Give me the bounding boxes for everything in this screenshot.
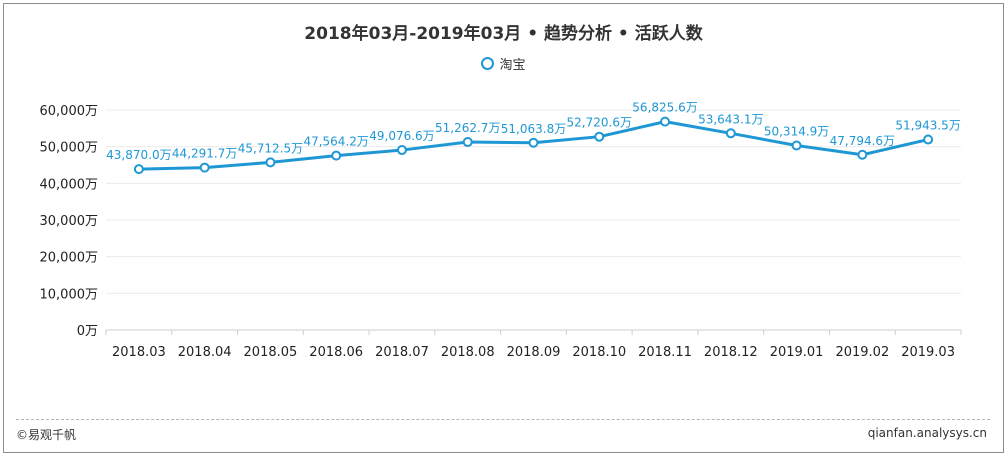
data-label: 44,291.7万 xyxy=(172,147,237,161)
y-tick-label: 60,000万 xyxy=(40,104,99,119)
data-point xyxy=(791,140,802,151)
data-point xyxy=(660,116,671,127)
data-label: 51,943.5万 xyxy=(895,119,960,133)
data-label: 52,720.6万 xyxy=(567,116,632,130)
data-point xyxy=(396,145,407,156)
data-label: 50,314.9万 xyxy=(764,125,829,139)
footer-url[interactable]: qianfan.analysys.cn xyxy=(867,426,987,440)
x-tick-label: 2018.07 xyxy=(375,345,429,360)
y-tick-label: 20,000万 xyxy=(40,251,99,266)
footer-divider xyxy=(16,419,990,420)
y-tick-label: 40,000万 xyxy=(40,177,99,192)
y-tick-label: 0万 xyxy=(77,324,98,339)
legend-marker-icon xyxy=(481,57,495,70)
x-tick-label: 2018.08 xyxy=(441,345,495,360)
x-tick-label: 2018.10 xyxy=(572,345,626,360)
data-label: 51,262.7万 xyxy=(435,121,500,135)
x-tick-label: 2019.02 xyxy=(835,345,889,360)
data-label: 51,063.8万 xyxy=(501,122,566,136)
data-point xyxy=(462,137,473,148)
data-label: 47,564.2万 xyxy=(303,135,368,149)
data-label: 49,076.6万 xyxy=(369,129,434,143)
legend-label: 淘宝 xyxy=(499,58,526,73)
x-tick-label: 2018.09 xyxy=(507,345,561,360)
x-tick-label: 2018.03 xyxy=(112,345,166,360)
x-tick-label: 2018.05 xyxy=(244,345,298,360)
data-label: 47,794.6万 xyxy=(830,134,895,148)
x-tick-label: 2019.01 xyxy=(770,345,824,360)
x-tick-label: 2018.04 xyxy=(178,345,232,360)
x-tick-label: 2018.12 xyxy=(704,345,758,360)
data-point xyxy=(528,137,539,148)
data-point xyxy=(331,150,342,161)
x-tick-label: 2019.03 xyxy=(901,345,955,360)
y-tick-label: 50,000万 xyxy=(40,141,99,156)
data-point xyxy=(199,162,210,173)
legend[interactable]: 淘宝 xyxy=(0,54,1007,73)
data-label: 53,643.1万 xyxy=(698,112,763,126)
x-tick-label: 2018.11 xyxy=(638,345,692,360)
data-point xyxy=(265,157,276,168)
chart-frame xyxy=(3,3,1004,453)
chart-title: 2018年03月-2019年03月 • 趋势分析 • 活跃人数 xyxy=(304,24,703,44)
data-label: 45,712.5万 xyxy=(238,141,303,155)
data-point xyxy=(133,164,144,175)
data-point xyxy=(923,134,934,145)
data-label: 56,825.6万 xyxy=(632,101,697,115)
data-point xyxy=(857,149,868,160)
data-label: 43,870.0万 xyxy=(106,148,171,162)
data-point xyxy=(725,128,736,139)
data-point xyxy=(594,131,605,142)
y-tick-label: 30,000万 xyxy=(40,214,99,229)
x-tick-label: 2018.06 xyxy=(309,345,363,360)
footer-brand: ©易观千帆 xyxy=(16,428,77,442)
y-tick-label: 10,000万 xyxy=(40,287,99,302)
